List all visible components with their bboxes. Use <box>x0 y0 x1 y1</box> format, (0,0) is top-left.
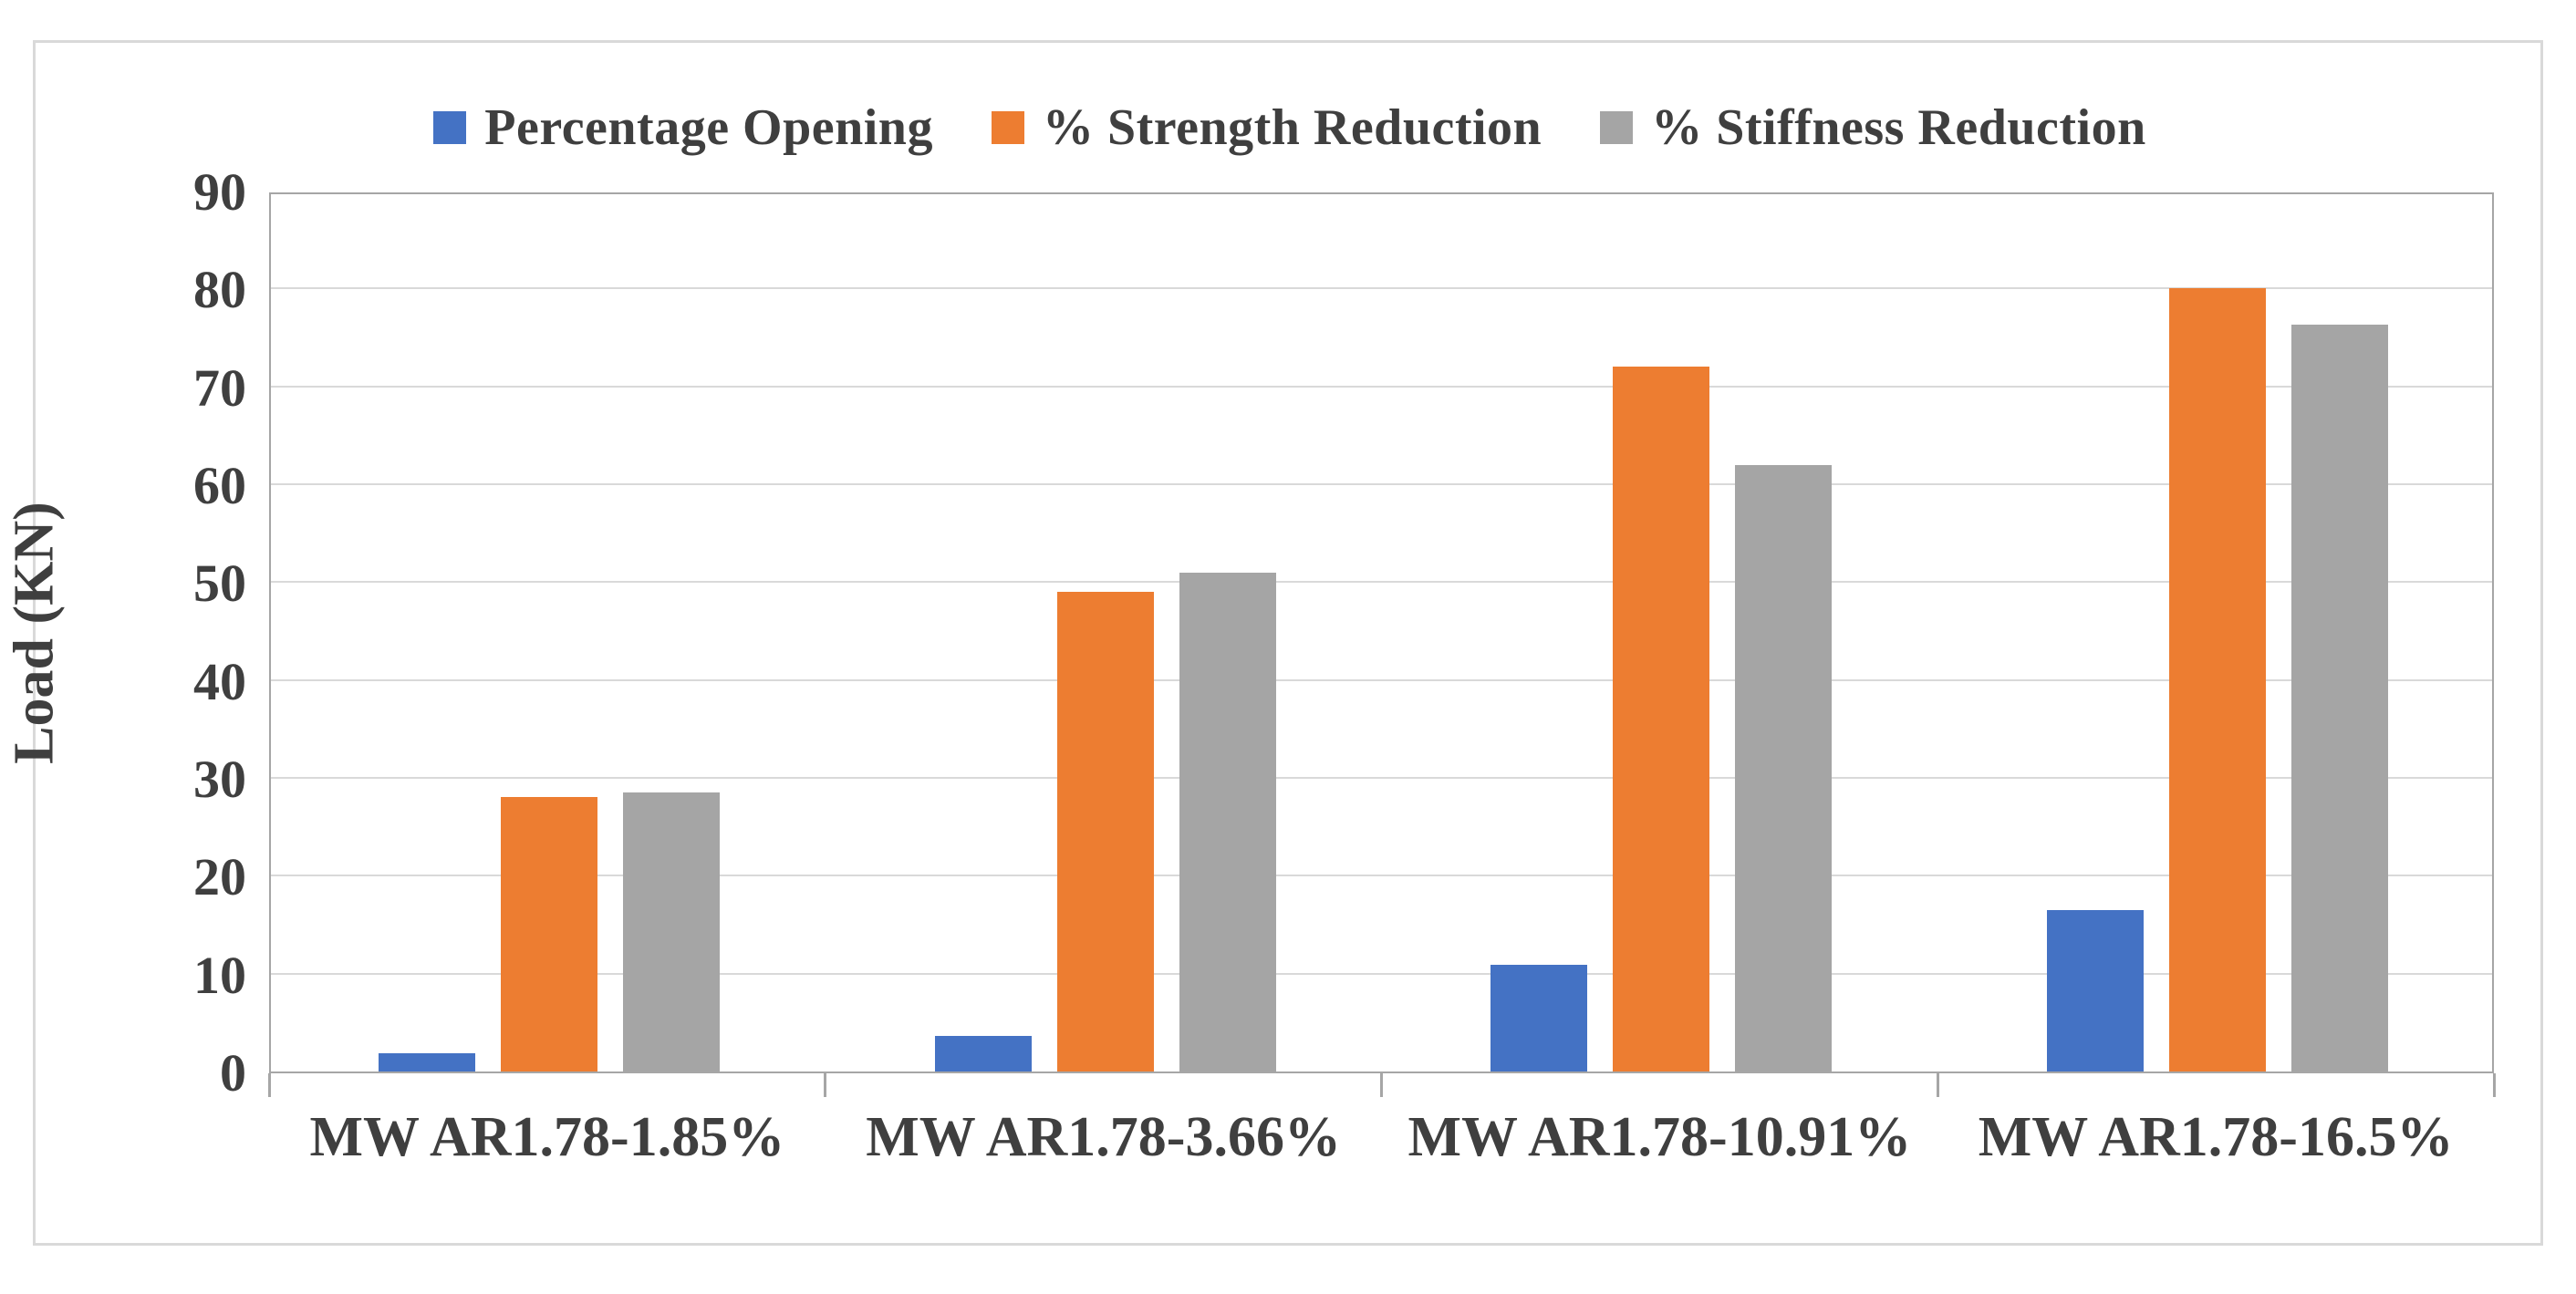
gridline <box>271 385 2492 388</box>
bar <box>1179 572 1276 1071</box>
bar <box>378 1053 475 1071</box>
gridline <box>271 875 2492 877</box>
gridline <box>271 972 2492 975</box>
x-category-label: MW AR1.78-16.5% <box>1978 1106 2454 1168</box>
x-axis-tick <box>824 1073 827 1097</box>
x-category-label: MW AR1.78-1.85% <box>309 1106 785 1168</box>
y-tick-label: 80 <box>193 260 246 320</box>
legend-item-stiffness-reduction: % Stiffness Reduction <box>1600 98 2146 157</box>
legend-label-stiffness-reduction: % Stiffness Reduction <box>1651 99 2146 156</box>
x-axis-tick <box>2492 1073 2496 1097</box>
x-category-label: MW AR1.78-10.91% <box>1407 1106 1912 1168</box>
bar <box>1735 464 1833 1071</box>
legend-swatch-stiffness-reduction <box>1600 111 1634 144</box>
y-tick-label: 70 <box>193 357 246 418</box>
gridline <box>271 678 2492 681</box>
legend-label-strength-reduction: % Strength Reduction <box>1042 99 1542 156</box>
bar <box>1613 367 1710 1071</box>
plot-area <box>269 192 2494 1073</box>
bar <box>934 1035 1032 1071</box>
y-tick-label: 90 <box>193 162 246 222</box>
legend: Percentage Opening % Strength Reduction … <box>36 98 2543 157</box>
bar <box>2047 909 2145 1071</box>
x-axis-tick <box>267 1073 271 1097</box>
gridline <box>271 287 2492 290</box>
y-tick-label: 30 <box>193 750 246 809</box>
bar <box>1056 592 1154 1071</box>
legend-item-strength-reduction: % Strength Reduction <box>991 98 1542 157</box>
legend-label-percentage-opening: Percentage Opening <box>484 99 933 156</box>
y-axis-title: Load (KN) <box>3 502 66 764</box>
y-tick-label: 10 <box>193 945 246 1005</box>
gridline <box>271 777 2492 779</box>
legend-swatch-strength-reduction <box>991 111 1024 144</box>
legend-swatch-percentage-opening <box>433 111 467 144</box>
bar <box>2291 325 2389 1071</box>
y-tick-label: 20 <box>193 847 246 907</box>
y-tick-label: 60 <box>193 456 246 515</box>
bar <box>500 797 597 1071</box>
gridline <box>271 581 2492 584</box>
bar <box>2169 288 2267 1071</box>
y-tick-label: 50 <box>193 554 246 614</box>
x-axis-tick <box>1380 1073 1383 1097</box>
bar <box>622 792 720 1071</box>
gridline <box>271 483 2492 485</box>
bar <box>1491 964 1588 1071</box>
y-tick-label: 0 <box>220 1043 246 1102</box>
legend-item-percentage-opening: Percentage Opening <box>433 98 933 157</box>
x-axis-tick <box>1936 1073 1939 1097</box>
x-category-label: MW AR1.78-3.66% <box>866 1106 1341 1168</box>
y-tick-label: 40 <box>193 651 246 711</box>
